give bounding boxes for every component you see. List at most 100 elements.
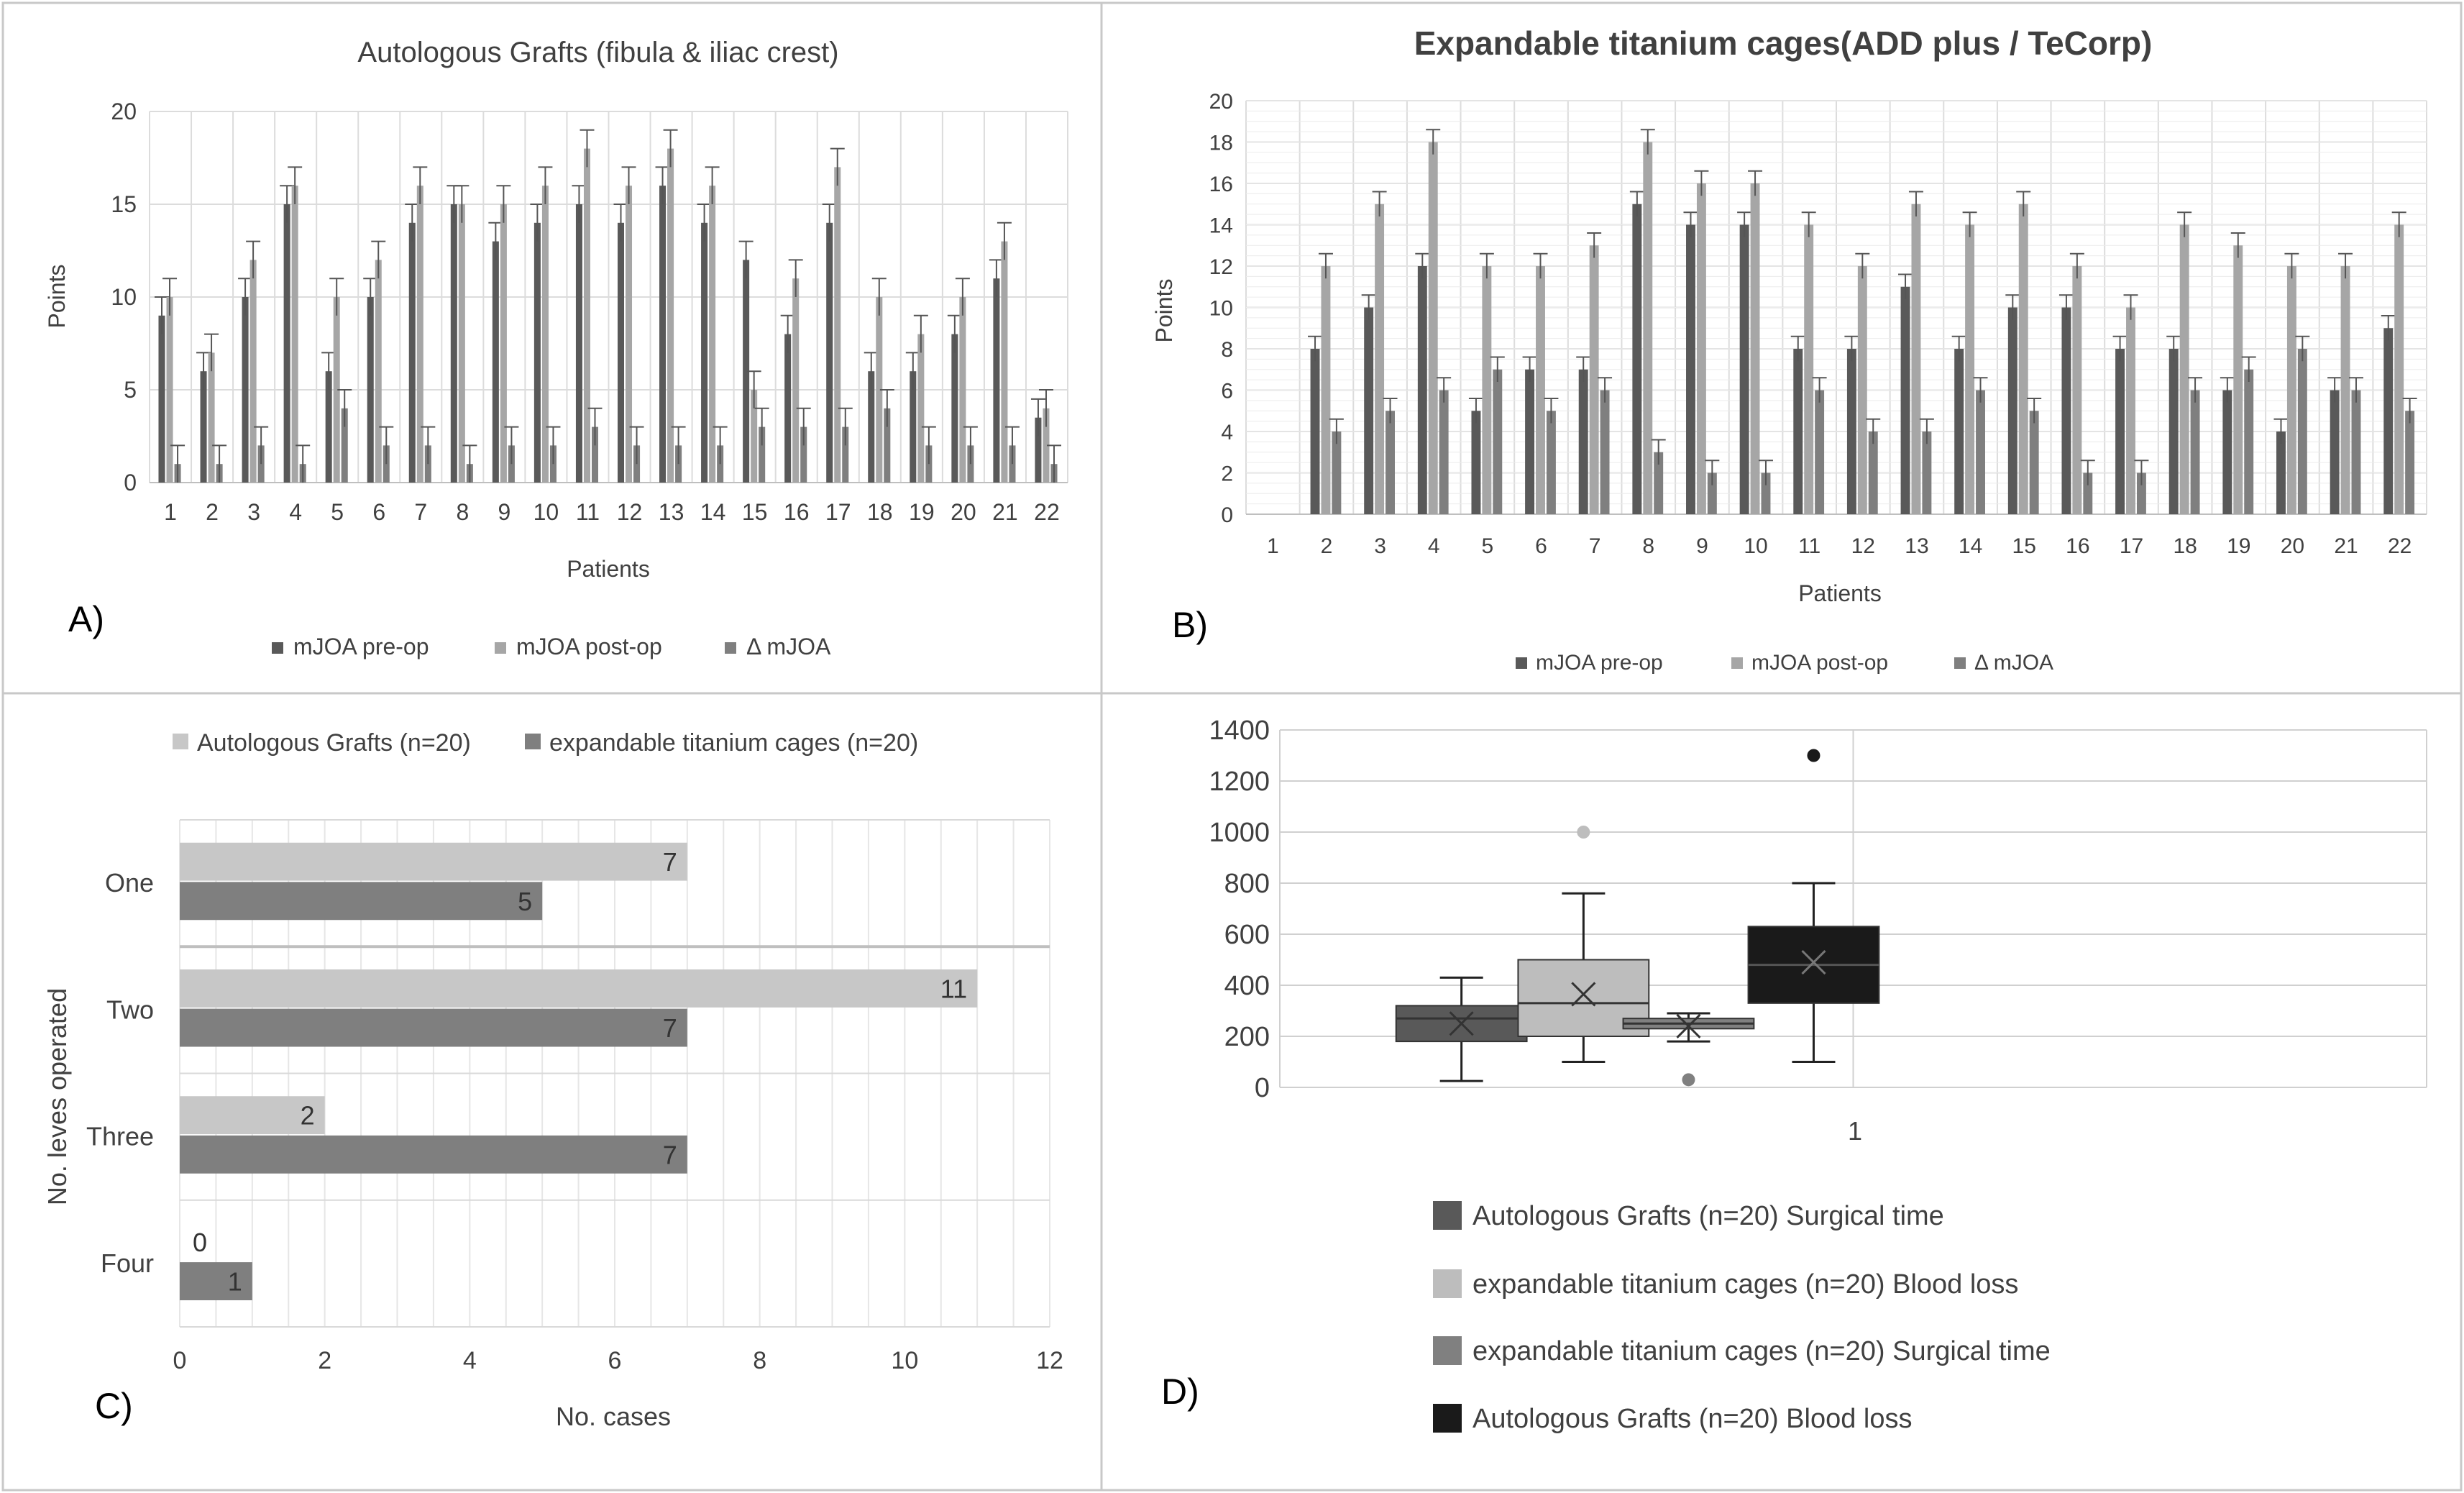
- x-tick-label: 11: [1798, 534, 1820, 558]
- y-tick-label: Two: [106, 995, 154, 1024]
- bar-pre-op: [533, 222, 541, 483]
- x-tick-label: 10: [533, 499, 559, 525]
- outlier-auto-loss: [1807, 749, 1820, 762]
- bar-delta: [1546, 411, 1556, 514]
- bar-post-op: [1536, 266, 1545, 514]
- bar-post-op: [1375, 204, 1385, 514]
- bar-pre-op: [1739, 224, 1749, 514]
- y-tick-label: 0: [1255, 1073, 1270, 1103]
- bar-post-op: [500, 204, 507, 483]
- x-tick-label: 6: [608, 1347, 622, 1374]
- bar-post-op: [416, 186, 423, 483]
- y-tick-label: 800: [1224, 869, 1270, 899]
- bar-pre-op: [200, 371, 207, 483]
- bar-pre-op: [158, 315, 165, 483]
- legend-label-delta: Δ mJOA: [1974, 651, 2053, 675]
- bar-pre-op: [910, 371, 917, 483]
- x-tick-label: 14: [700, 499, 726, 525]
- bar-post-op: [917, 334, 925, 483]
- x-tick-label: 9: [498, 499, 510, 525]
- x-tick-label: 16: [784, 499, 810, 525]
- bar-delta: [591, 426, 599, 483]
- panel-a-tag: A): [68, 599, 104, 639]
- x-tick-label: 15: [742, 499, 768, 525]
- bar-post-op: [1911, 204, 1921, 514]
- bar-post-op: [583, 148, 590, 483]
- mean-marker-auto-loss: [1801, 949, 1826, 975]
- bar-post-op: [166, 297, 173, 483]
- x-tick-label: 12: [617, 499, 643, 525]
- bar-delta: [1386, 411, 1395, 514]
- x-tick-label: 22: [1034, 499, 1060, 525]
- bar-delta: [884, 408, 891, 483]
- bar-post-op: [2126, 307, 2135, 514]
- bar-post-op: [2394, 224, 2404, 514]
- x-tick-label: 21: [2334, 534, 2358, 558]
- y-tick-label: 0: [1221, 503, 1233, 527]
- outlier-cage-time: [1682, 1073, 1695, 1087]
- bar-post-op: [541, 186, 549, 483]
- data-label-cages: 7: [663, 1013, 677, 1043]
- panel-b-legend: mJOA pre-op mJOA post-op Δ mJOA: [1516, 651, 2053, 675]
- bar-pre-op: [1686, 224, 1695, 514]
- x-tick-label: 13: [659, 499, 684, 525]
- bar-delta: [2083, 472, 2093, 514]
- data-label-cages: 1: [228, 1267, 242, 1297]
- y-tick-label: 1200: [1209, 767, 1270, 797]
- bar-post-op: [1001, 241, 1008, 483]
- legend-swatch-post-op: [1731, 657, 1743, 669]
- bar-cages: [180, 1135, 687, 1174]
- y-tick-label: 20: [111, 99, 137, 124]
- bar-pre-op: [951, 334, 958, 483]
- bar-post-op: [876, 297, 883, 483]
- bar-pre-op: [743, 260, 750, 483]
- bar-pre-op: [1578, 369, 1588, 514]
- bar-pre-op: [2222, 390, 2232, 514]
- bar-delta: [1654, 452, 1664, 514]
- panel-d-frame: [1100, 692, 2463, 1492]
- x-tick-label: 19: [909, 499, 935, 525]
- bar-pre-op: [408, 222, 416, 483]
- legend-swatch-pre-op: [1516, 657, 1527, 669]
- bar-delta: [759, 426, 766, 483]
- data-label-cages: 7: [663, 1140, 677, 1169]
- legend-label-auto-time: Autologous Grafts (n=20) Surgical time: [1473, 1201, 1944, 1231]
- x-tick-label: 4: [289, 499, 302, 525]
- y-tick-label: 18: [1209, 132, 1233, 155]
- bar-delta: [1868, 432, 1878, 514]
- panel-b-ylabel: Points: [1151, 279, 1177, 343]
- bar-pre-op: [701, 222, 708, 483]
- panel-d-xtick-1: 1: [1848, 1116, 1862, 1146]
- bar-delta: [842, 426, 849, 483]
- panel-c-ylabel: No. leves operated: [42, 988, 72, 1205]
- y-tick-label: 10: [1209, 297, 1233, 321]
- bar-delta: [1493, 369, 1503, 514]
- panel-c-xlabel: No. cases: [556, 1402, 671, 1431]
- y-tick-label: Three: [86, 1122, 154, 1151]
- bar-pre-op: [2061, 307, 2071, 514]
- legend-label-cage-time: expandable titanium cages (n=20) Surgica…: [1473, 1336, 2051, 1366]
- legend-swatch-pre-op: [272, 642, 283, 654]
- bar-delta: [1815, 390, 1825, 514]
- outlier-cage-loss: [1577, 826, 1590, 839]
- x-tick-label: 3: [247, 499, 260, 525]
- panel-d-chart: 0 200 400 600 800 1000 1200 1400 1 Autologous G…: [1161, 716, 2427, 1434]
- bar-pre-op: [1525, 369, 1535, 514]
- legend-label-pre-op: mJOA pre-op: [293, 634, 429, 659]
- mean-marker-cage-loss: [1571, 982, 1596, 1007]
- bar-cages: [180, 1008, 687, 1047]
- mean-marker-cage-time: [1676, 1013, 1701, 1038]
- mean-marker-auto-time: [1449, 1011, 1474, 1036]
- x-tick-label: 20: [951, 499, 976, 525]
- x-tick-label: 9: [1696, 534, 1708, 558]
- bar-post-op: [2340, 266, 2350, 514]
- y-tick-label: 14: [1209, 214, 1233, 238]
- bar-autologous: [180, 1096, 325, 1135]
- bar-post-op: [291, 186, 298, 483]
- x-tick-label: 5: [1482, 534, 1494, 558]
- y-tick-label: 20: [1209, 90, 1233, 114]
- y-tick-label: 5: [124, 377, 137, 403]
- bar-pre-op: [1846, 349, 1856, 514]
